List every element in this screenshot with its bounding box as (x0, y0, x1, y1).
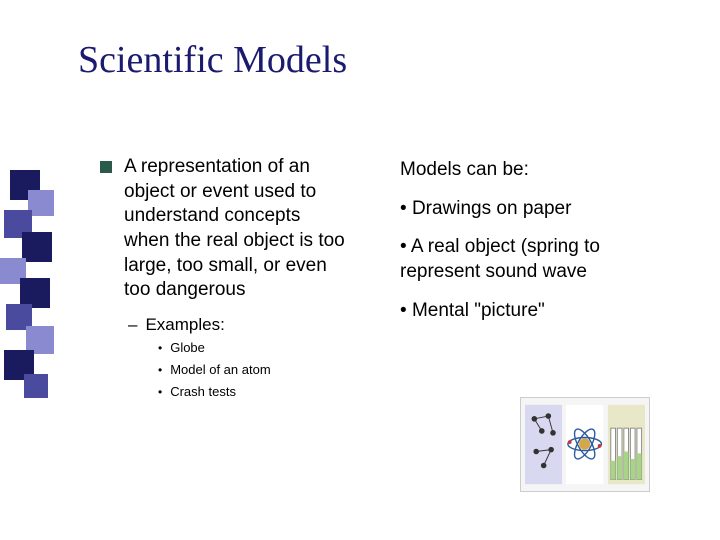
dot-icon: • (158, 340, 162, 357)
bullet-icon (100, 161, 112, 173)
models-item: • A real object (spring to represent sou… (400, 235, 630, 284)
models-item: • Drawings on paper (400, 197, 630, 222)
example-item: Crash tests (170, 384, 236, 399)
decorative-squares (0, 170, 58, 420)
dot-icon: • (158, 362, 162, 379)
definition-text: A representation of an object or event u… (124, 155, 350, 303)
right-column: Models can be: • Drawings on paper • A r… (400, 158, 630, 337)
example-item: Model of an atom (170, 362, 270, 377)
science-clipart (520, 397, 650, 492)
dash-icon: – (128, 315, 137, 335)
models-heading: Models can be: (400, 158, 630, 183)
slide-title: Scientific Models (78, 38, 347, 82)
left-column: A representation of an object or event u… (100, 155, 350, 401)
dot-icon: • (158, 384, 162, 401)
examples-label: Examples: (145, 315, 224, 335)
models-item: • Mental "picture" (400, 299, 630, 324)
example-item: Globe (170, 340, 205, 355)
